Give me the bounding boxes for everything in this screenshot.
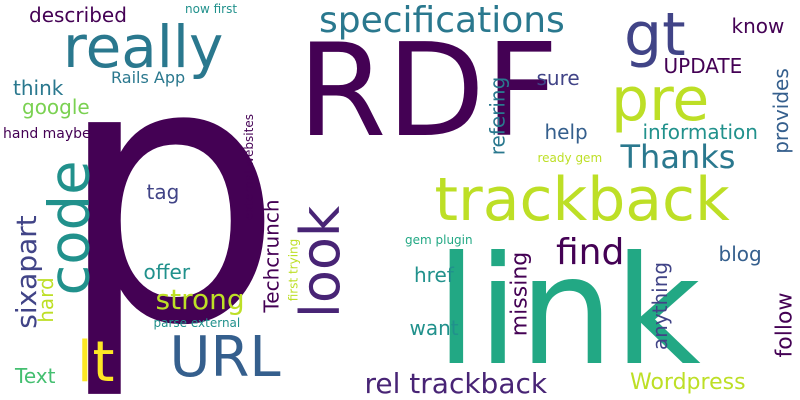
- word-gt: gt: [624, 0, 686, 70]
- word-p: p: [55, 0, 285, 400]
- word-rdf: RDF: [297, 17, 559, 166]
- word-tag: tag: [146, 180, 180, 204]
- word-refering: refering: [484, 76, 509, 156]
- word-google: google: [22, 95, 90, 119]
- word-provides: provides: [768, 68, 793, 154]
- word-wordpress: Wordpress: [630, 370, 746, 395]
- word-text: Text: [15, 364, 56, 388]
- word-update: UPDATE: [663, 54, 743, 78]
- word-rails-app: Rails App: [111, 68, 186, 87]
- word-now-first: now first: [185, 2, 238, 16]
- word-url: URL: [169, 325, 281, 390]
- word-gem-plugin: gem plugin: [405, 233, 473, 247]
- word-first-trying: first trying: [285, 238, 300, 302]
- word-external-websites: external websites: [241, 114, 256, 220]
- word-thanks: Thanks: [620, 138, 736, 176]
- word-code: code: [37, 160, 103, 296]
- word-trackback: trackback: [434, 165, 730, 235]
- word-want: want: [409, 316, 459, 340]
- word-offer: offer: [143, 260, 191, 284]
- word-hard: hard: [33, 277, 58, 323]
- word-missing: missing: [506, 251, 532, 337]
- word-know: know: [731, 14, 785, 38]
- word-lt: lt: [77, 330, 115, 395]
- word-think: think: [13, 76, 64, 100]
- word-techcrunch: Techcrunch: [259, 199, 284, 313]
- word-really: really: [63, 13, 224, 81]
- word-href: href: [414, 263, 454, 287]
- word-described: described: [29, 3, 127, 27]
- word-specifications: specifications: [319, 0, 565, 41]
- word-link: link: [435, 225, 701, 399]
- word-information: information: [642, 120, 758, 144]
- word-find: find: [556, 232, 625, 273]
- word-parse-external: parse external: [153, 316, 241, 330]
- word-follow: follow: [771, 292, 797, 358]
- word-blog: blog: [718, 242, 762, 266]
- word-look: look: [289, 205, 353, 319]
- word-pre: pre: [611, 65, 710, 135]
- word-strong: strong: [155, 283, 245, 316]
- word-hand-maybe: hand maybe: [3, 126, 91, 142]
- word-ready-gem: ready gem: [537, 151, 603, 165]
- word-anything: anything: [648, 261, 673, 351]
- word-rel-trackback: rel trackback: [364, 367, 548, 400]
- word-sure: sure: [536, 66, 580, 90]
- word-help: help: [544, 120, 588, 144]
